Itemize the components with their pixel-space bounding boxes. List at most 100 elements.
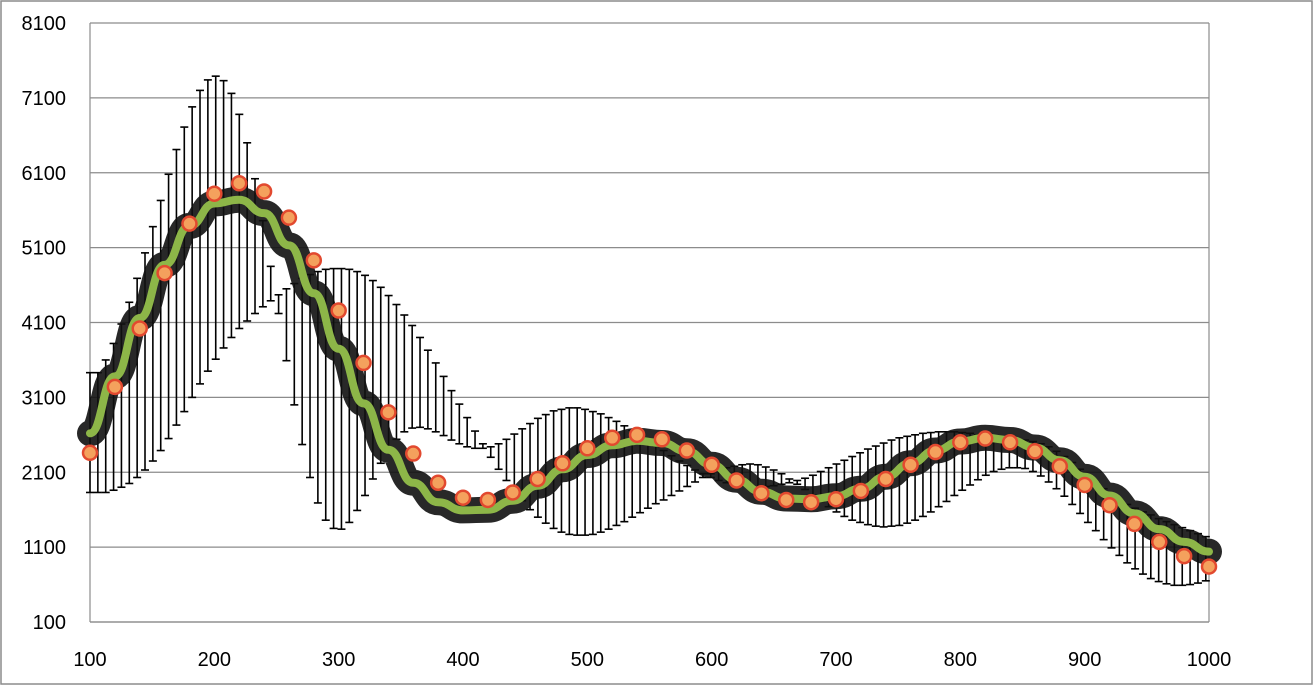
data-point xyxy=(603,429,621,447)
data-point xyxy=(156,264,173,282)
error-bar xyxy=(447,389,456,441)
error-bar xyxy=(243,142,252,322)
error-bar xyxy=(274,293,283,315)
y-tick-label: 5100 xyxy=(22,238,67,260)
data-point xyxy=(778,491,795,509)
error-bar xyxy=(180,126,189,413)
error-bar xyxy=(227,92,236,339)
data-point xyxy=(554,455,571,472)
y-tick-label: 2100 xyxy=(22,462,67,484)
data-point xyxy=(429,474,447,491)
x-tick-label: 300 xyxy=(322,649,355,671)
data-point xyxy=(976,430,994,447)
data-point xyxy=(927,443,944,461)
data-point xyxy=(355,354,372,372)
data-point xyxy=(454,489,472,506)
x-tick-label: 100 xyxy=(73,649,106,671)
data-point xyxy=(504,484,521,501)
error-bar xyxy=(533,417,542,518)
error-bar xyxy=(235,113,244,330)
error-bar xyxy=(423,349,432,430)
data-point xyxy=(1175,547,1193,565)
data-point xyxy=(255,183,273,200)
x-tick-label: 1000 xyxy=(1187,649,1232,671)
error-bar xyxy=(486,445,495,459)
y-axis-tick-labels: 100 1100 2100 3100 4100 5100 6100 7100 8100 xyxy=(22,13,67,634)
error-bar xyxy=(282,288,291,362)
x-tick-label: 700 xyxy=(819,649,852,671)
data-point xyxy=(628,426,646,444)
x-tick-label: 600 xyxy=(695,649,728,671)
data-point xyxy=(678,442,696,459)
y-tick-label: 1100 xyxy=(23,537,66,559)
y-tick-label: 8100 xyxy=(22,13,67,35)
data-point xyxy=(81,444,99,462)
data-point xyxy=(405,445,422,462)
error-bar xyxy=(785,478,794,484)
error-bar xyxy=(588,410,597,536)
error-bar xyxy=(211,75,220,360)
error-bar xyxy=(596,413,605,533)
x-tick-label: 900 xyxy=(1068,649,1101,671)
error-bar xyxy=(471,430,480,450)
data-point xyxy=(529,470,546,488)
plot-area-border xyxy=(89,23,1210,623)
data-point xyxy=(703,456,720,474)
error-bar xyxy=(455,403,464,445)
data-point xyxy=(753,484,770,502)
error-bar xyxy=(431,362,440,433)
error-bar xyxy=(494,442,503,471)
data-point xyxy=(1051,458,1069,475)
data-point xyxy=(305,252,323,269)
error-bar xyxy=(196,89,205,385)
data-point xyxy=(802,493,820,511)
data-point xyxy=(877,470,894,488)
error-bar xyxy=(400,314,409,433)
x-tick-label: 400 xyxy=(446,649,479,671)
y-tick-label: 6100 xyxy=(22,163,67,185)
x-tick-label: 800 xyxy=(944,649,977,671)
error-bar xyxy=(188,106,197,399)
error-bar xyxy=(793,479,802,486)
data-point xyxy=(479,491,497,509)
data-point xyxy=(728,472,745,489)
error-bar xyxy=(266,265,275,302)
data-point xyxy=(181,215,198,232)
x-tick-label: 500 xyxy=(571,649,604,671)
data-markers xyxy=(81,174,1218,575)
data-point xyxy=(280,209,298,226)
y-tick-label: 7100 xyxy=(22,88,67,110)
x-tick-label: 200 xyxy=(198,649,231,671)
data-point xyxy=(852,482,870,500)
y-tick-label: 4100 xyxy=(22,313,67,335)
x-axis-tick-labels: 100 200 300 400 500 600 700 800 900 1000 xyxy=(73,649,1231,671)
error-bar xyxy=(439,375,448,437)
data-point xyxy=(1001,434,1019,451)
error-bar xyxy=(416,336,425,429)
data-point xyxy=(1026,443,1044,460)
data-point xyxy=(380,404,397,421)
error-bar xyxy=(408,324,417,429)
error-bar xyxy=(172,148,181,426)
error-bar xyxy=(478,442,487,450)
data-point xyxy=(1101,496,1118,514)
error-bar xyxy=(463,416,472,448)
data-point xyxy=(1151,533,1168,551)
data-point xyxy=(206,185,223,202)
error-bar xyxy=(164,173,173,440)
data-point xyxy=(902,456,919,474)
data-point xyxy=(952,434,969,451)
data-point xyxy=(1200,558,1218,575)
data-point xyxy=(1126,515,1143,533)
data-point xyxy=(230,174,248,192)
y-tick-label: 3100 xyxy=(22,387,67,409)
error-bar xyxy=(581,408,590,536)
y-tick-label: 100 xyxy=(33,612,66,634)
error-bar xyxy=(502,438,511,482)
data-point xyxy=(653,431,671,448)
data-point xyxy=(1076,476,1093,494)
data-point xyxy=(106,378,124,396)
